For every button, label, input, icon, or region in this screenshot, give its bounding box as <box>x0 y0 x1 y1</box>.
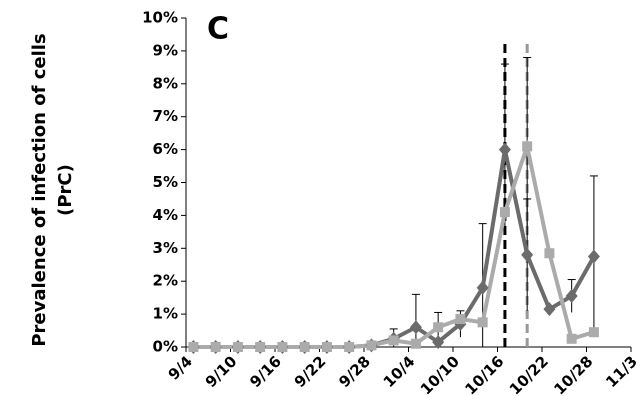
y-tick-label: 1% <box>153 305 178 323</box>
y-tick-label: 0% <box>153 338 178 356</box>
point <box>522 141 533 152</box>
point <box>477 317 488 328</box>
chart-title: C <box>207 12 229 47</box>
y-tick-label: 8% <box>153 74 178 92</box>
y-tick-label: 2% <box>153 272 178 290</box>
x-tick-label: 9/4 <box>165 352 196 383</box>
point <box>498 142 511 157</box>
y-tick-label: 6% <box>153 140 178 158</box>
x-tick-label: 10/28 <box>550 352 596 396</box>
x-tick-label: 9/28 <box>335 352 374 391</box>
series-line <box>193 138 595 349</box>
point <box>499 207 510 218</box>
y-tick-label: 5% <box>153 173 178 191</box>
point <box>255 342 266 352</box>
point <box>409 320 422 335</box>
x-tick-label: 9/16 <box>246 352 285 391</box>
x-tick-label: 9/10 <box>202 352 241 391</box>
y-tick-label: 9% <box>153 41 178 59</box>
x-tick-label: 10/16 <box>461 352 507 396</box>
point <box>543 302 556 317</box>
point <box>588 327 599 338</box>
y-tick-label: 7% <box>153 107 178 125</box>
point <box>344 342 355 352</box>
x-tick-label: 9/22 <box>291 352 330 391</box>
point <box>388 335 399 346</box>
y-axis-label: (PrC) <box>55 164 76 216</box>
point <box>277 342 288 352</box>
point <box>188 342 199 352</box>
point <box>433 322 444 333</box>
x-tick-label: 10/10 <box>417 352 463 396</box>
point <box>544 248 555 259</box>
y-tick-label: 10% <box>142 9 178 27</box>
x-tick-label: 10/22 <box>506 352 552 396</box>
point <box>299 342 310 352</box>
y-tick-label: 3% <box>153 239 178 257</box>
y-tick-label: 4% <box>153 206 178 224</box>
y-axis-label: Prevalence of infection of cells <box>29 33 50 346</box>
point <box>232 342 243 352</box>
point <box>432 335 445 350</box>
point <box>587 249 600 264</box>
point <box>521 247 534 262</box>
point <box>210 342 221 352</box>
x-tick-label: 11/3 <box>602 352 641 391</box>
point <box>410 338 421 349</box>
point <box>476 280 489 295</box>
point <box>366 340 377 351</box>
point <box>565 289 578 304</box>
point <box>455 314 466 325</box>
point <box>566 333 577 344</box>
point <box>321 342 332 352</box>
x-tick-label: 10/4 <box>380 352 419 391</box>
